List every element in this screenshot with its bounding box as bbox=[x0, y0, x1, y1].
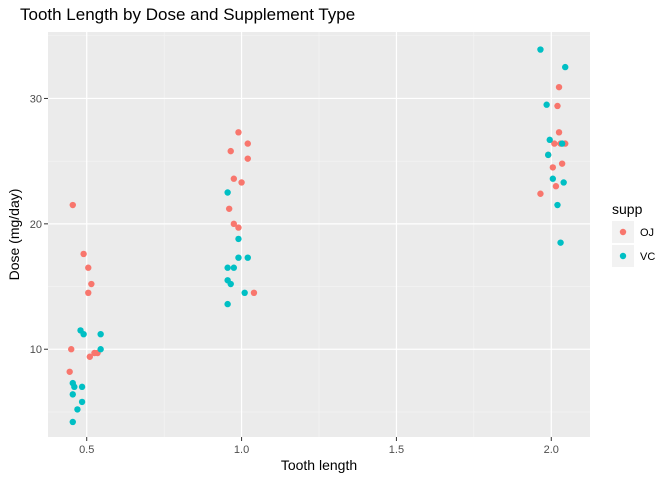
point-oj bbox=[244, 140, 251, 147]
point-oj bbox=[555, 129, 563, 136]
x-tick-label: 2.0 bbox=[544, 444, 559, 456]
point-oj bbox=[66, 368, 73, 375]
point-oj bbox=[230, 220, 238, 228]
point-vc bbox=[558, 140, 566, 147]
point-oj bbox=[551, 140, 558, 147]
point-vc bbox=[80, 330, 87, 338]
point-vc bbox=[97, 330, 104, 338]
point-vc bbox=[78, 383, 86, 391]
point-vc bbox=[244, 254, 251, 261]
point-oj bbox=[69, 201, 76, 209]
point-vc bbox=[241, 289, 248, 297]
point-vc bbox=[537, 46, 544, 53]
x-axis-title: Tooth length bbox=[281, 457, 357, 473]
point-vc bbox=[69, 391, 76, 398]
point-vc bbox=[544, 151, 552, 159]
legend-label-oj: OJ bbox=[640, 227, 654, 239]
x-axis: 0.5 1.0 1.5 2.0 bbox=[79, 437, 559, 456]
point-oj bbox=[235, 224, 242, 231]
major-gridlines bbox=[48, 32, 590, 437]
y-tick-label: 20 bbox=[30, 219, 42, 231]
legend-label-vc: VC bbox=[640, 251, 655, 263]
legend-marker-oj bbox=[619, 228, 627, 236]
point-oj bbox=[225, 205, 233, 212]
point-vc bbox=[554, 201, 561, 209]
point-vc bbox=[71, 383, 78, 391]
legend-title: supp bbox=[612, 201, 643, 217]
point-vc bbox=[560, 179, 567, 186]
point-oj bbox=[235, 129, 242, 136]
point-vc bbox=[97, 346, 104, 353]
point-vc bbox=[235, 254, 242, 261]
point-vc bbox=[230, 264, 238, 271]
point-vc bbox=[74, 406, 81, 413]
y-axis: 10 20 30 bbox=[30, 93, 48, 356]
point-vc bbox=[549, 175, 557, 182]
legend: supp OJ VC bbox=[612, 201, 655, 267]
minor-gridlines bbox=[48, 32, 590, 437]
x-tick-label: 1.0 bbox=[234, 444, 249, 456]
point-oj bbox=[68, 346, 75, 353]
legend-marker-vc bbox=[619, 252, 627, 260]
point-vc bbox=[235, 235, 242, 243]
point-vc bbox=[69, 418, 76, 426]
point-vc bbox=[224, 189, 231, 196]
y-tick-label: 30 bbox=[30, 93, 42, 105]
point-oj bbox=[558, 160, 566, 167]
chart-title: Tooth Length by Dose and Supplement Type bbox=[20, 5, 355, 24]
point-oj bbox=[238, 179, 245, 186]
point-vc bbox=[78, 398, 86, 406]
point-oj bbox=[80, 250, 87, 258]
point-vc bbox=[227, 280, 234, 288]
point-oj bbox=[244, 155, 251, 162]
point-vc bbox=[546, 136, 553, 144]
point-oj bbox=[230, 175, 238, 182]
point-oj bbox=[88, 280, 95, 288]
data-points bbox=[66, 46, 569, 426]
y-axis-title: Dose (mg/day) bbox=[6, 189, 22, 281]
point-oj bbox=[227, 147, 234, 155]
x-tick-label: 0.5 bbox=[79, 444, 94, 456]
point-vc bbox=[557, 239, 564, 246]
point-oj bbox=[554, 102, 561, 110]
point-oj bbox=[552, 183, 560, 190]
point-oj bbox=[250, 289, 258, 297]
point-oj bbox=[86, 353, 94, 360]
point-oj bbox=[555, 83, 563, 91]
point-oj bbox=[549, 164, 557, 171]
y-tick-label: 10 bbox=[30, 344, 42, 356]
point-oj bbox=[85, 289, 92, 297]
point-vc bbox=[224, 300, 231, 308]
x-tick-label: 1.5 bbox=[389, 444, 404, 456]
point-vc bbox=[543, 101, 550, 108]
point-oj bbox=[85, 264, 92, 271]
point-oj bbox=[537, 190, 544, 197]
point-vc bbox=[562, 63, 569, 71]
point-vc bbox=[224, 264, 231, 271]
